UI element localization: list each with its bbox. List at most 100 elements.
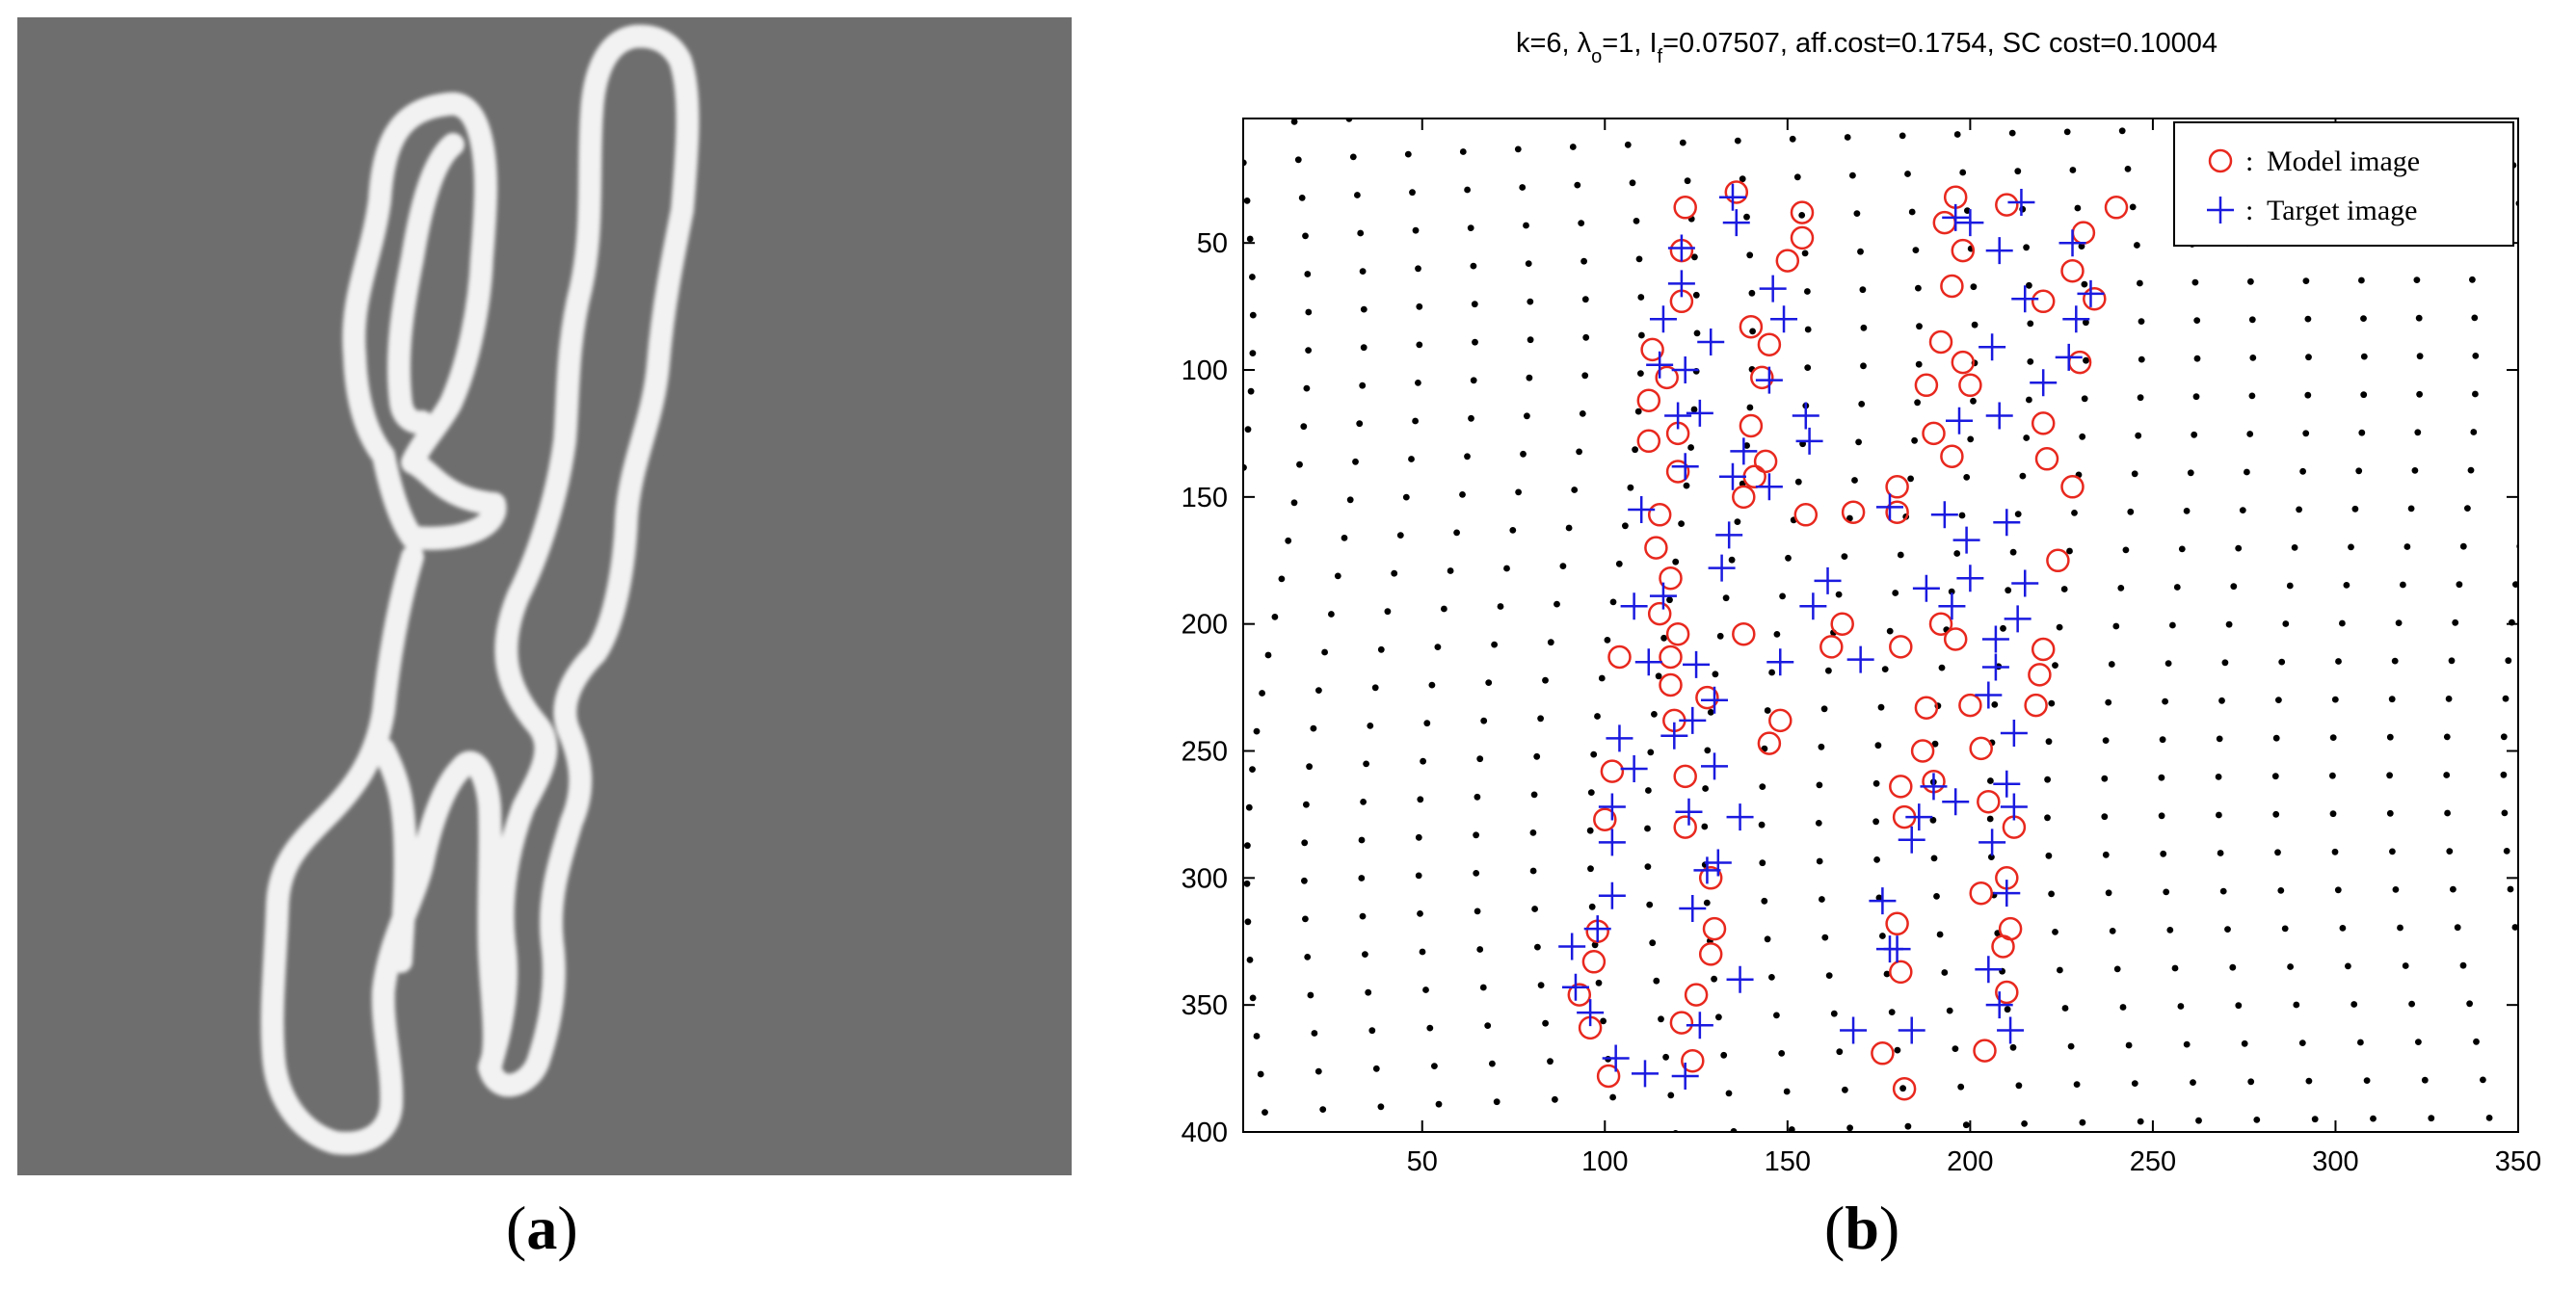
model-point xyxy=(2071,221,2096,245)
grid-dot xyxy=(1377,645,1385,653)
grid-dot xyxy=(2134,242,2140,249)
grid-dot xyxy=(2078,243,2085,250)
grid-dot xyxy=(1523,222,1529,229)
grid-dot xyxy=(2277,88,2284,94)
x-tick-label: 300 xyxy=(2312,1146,2358,1177)
grid-dot xyxy=(1377,1103,1385,1111)
target-point xyxy=(1708,554,1736,582)
grid-dot xyxy=(2443,733,2451,741)
grid-dot xyxy=(1748,289,1756,297)
grid-dot xyxy=(2561,848,2567,855)
grid-dot xyxy=(1860,324,1868,331)
grid-dot xyxy=(1149,1153,1155,1160)
grid-dot xyxy=(1416,341,1423,349)
grid-dot xyxy=(1683,482,1690,489)
grid-dot xyxy=(2544,1115,2551,1121)
grid-dot xyxy=(1245,803,1253,811)
grid-dot xyxy=(2191,278,2199,286)
grid-dot xyxy=(1635,255,1643,263)
model-point xyxy=(1669,1011,1694,1035)
grid-dot xyxy=(1171,11,1178,17)
grid-dot xyxy=(1768,669,1775,676)
grid-dot xyxy=(1715,1013,1722,1021)
grid-dot xyxy=(1264,651,1272,659)
grid-dot xyxy=(2137,279,2143,287)
grid-dot xyxy=(1253,727,1261,735)
grid-dot xyxy=(1435,1100,1443,1108)
grid-dot xyxy=(1904,1122,1912,1130)
grid-dot xyxy=(2428,1115,2435,1122)
target-point xyxy=(2077,279,2105,307)
grid-dot xyxy=(1590,750,1598,758)
grid-dot xyxy=(1581,296,1589,303)
grid-dot xyxy=(2293,1001,2300,1009)
grid-dot xyxy=(1559,563,1567,569)
model-point xyxy=(1841,500,1866,524)
model-point xyxy=(2083,286,2107,311)
grid-dot xyxy=(2358,276,2365,284)
grid-dot xyxy=(1515,488,1522,496)
y-tick-label: 250 xyxy=(1182,737,1228,768)
x-tick-label: 100 xyxy=(1581,1146,1628,1177)
grid-dot xyxy=(1936,931,1944,938)
grid-dot xyxy=(1565,524,1573,532)
grid-dot xyxy=(1853,210,1861,218)
grid-dot xyxy=(1783,1088,1791,1095)
x-tick-label: 150 xyxy=(1765,1146,1811,1177)
grid-dot xyxy=(1542,676,1549,684)
right-arm-contour xyxy=(478,24,700,1097)
grid-dot xyxy=(1725,1090,1733,1097)
model-point xyxy=(1940,274,1964,299)
grid-dot xyxy=(2083,319,2089,327)
target-point xyxy=(1649,582,1677,610)
grid-dot xyxy=(2052,929,2058,935)
grid-dot xyxy=(1894,94,1900,101)
grid-dot xyxy=(1851,1163,1858,1170)
y-tick-label: 200 xyxy=(1182,610,1228,641)
grid-dot xyxy=(2015,1082,2023,1090)
grid-dot xyxy=(2416,390,2423,398)
grid-dot xyxy=(2454,924,2461,932)
grid-dot xyxy=(1338,39,1344,46)
grid-dot xyxy=(2524,467,2531,474)
grid-dot xyxy=(2343,582,2350,589)
grid-dot xyxy=(1200,1074,1207,1081)
grid-dot xyxy=(1991,701,1999,708)
grid-dot xyxy=(1907,475,1914,483)
grid-dot xyxy=(2376,1153,2382,1160)
grid-dot xyxy=(1249,994,1257,1002)
grid-dot xyxy=(1417,796,1424,803)
grid-dot xyxy=(1692,291,1700,299)
grid-dot xyxy=(2298,1039,2306,1046)
grid-dot xyxy=(1310,724,1317,732)
grid-dot xyxy=(1662,1053,1669,1061)
grid-dot xyxy=(1746,251,1754,259)
grid-dot xyxy=(1908,208,1916,216)
grid-dot xyxy=(2112,622,2120,630)
grid-dot xyxy=(2485,1115,2493,1121)
grid-dot xyxy=(2505,657,2512,665)
model-point xyxy=(1889,635,1913,659)
target-point xyxy=(2011,285,2039,313)
grid-dot xyxy=(2287,963,2294,970)
grid-dot xyxy=(2131,470,2138,478)
grid-dot xyxy=(1459,491,1466,498)
grid-dot xyxy=(2444,809,2451,817)
grid-dot xyxy=(2472,390,2479,398)
grid-dot xyxy=(2073,1081,2081,1088)
target-point xyxy=(1598,793,1626,821)
model-point xyxy=(1885,475,1909,499)
grid-dot xyxy=(1537,715,1544,723)
grid-dot xyxy=(2278,658,2286,666)
grid-dot xyxy=(1701,823,1709,830)
grid-dot xyxy=(2193,355,2201,362)
grid-dot xyxy=(1651,711,1658,718)
grid-dot xyxy=(1794,478,1802,486)
y-tick-label: 300 xyxy=(1182,863,1228,894)
grid-dot xyxy=(1615,66,1622,72)
target-point xyxy=(1766,648,1794,676)
grid-dot xyxy=(1284,42,1290,49)
grid-dot xyxy=(2537,10,2544,16)
grid-dot xyxy=(2063,128,2071,136)
grid-dot xyxy=(2044,814,2051,822)
